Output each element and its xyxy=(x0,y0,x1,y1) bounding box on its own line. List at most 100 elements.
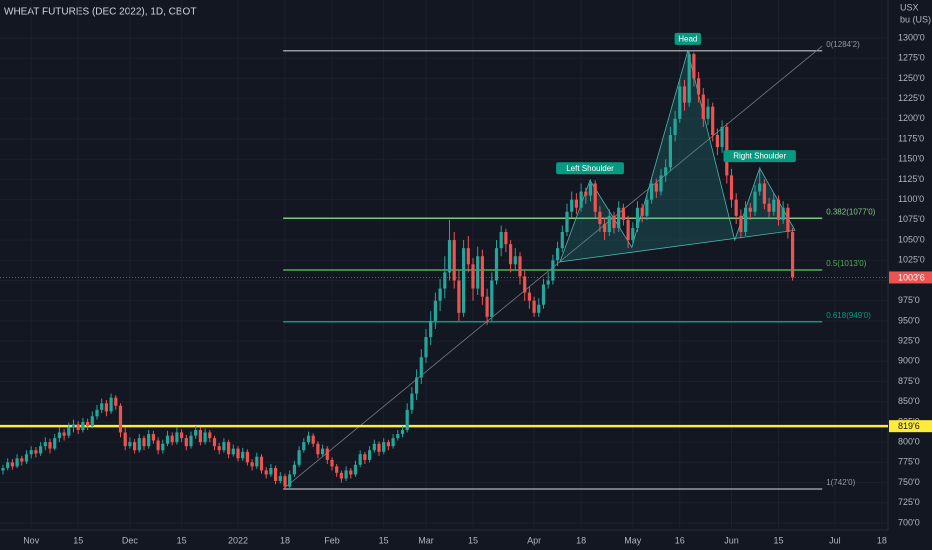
y-tick-label: 1200'0 xyxy=(898,113,925,123)
candle-body xyxy=(508,244,513,265)
candle-body xyxy=(743,207,748,232)
y-tick-label: 1275'0 xyxy=(898,53,925,63)
last-price-badge-label: 1003'6 xyxy=(898,272,925,282)
candle-body xyxy=(424,337,428,358)
x-tick-label: 18 xyxy=(877,535,887,545)
candle-body xyxy=(645,199,649,216)
candle-body xyxy=(429,320,433,338)
candle-body xyxy=(330,459,334,467)
y-tick-label: 1050'0 xyxy=(898,234,925,244)
candle-body xyxy=(419,357,423,378)
y-tick-label: 700'0 xyxy=(898,517,920,527)
y-tick-label: 750'0 xyxy=(898,477,920,487)
candle-body xyxy=(414,377,419,394)
candle-body xyxy=(701,94,705,119)
candle-body xyxy=(438,288,442,301)
candle-body xyxy=(649,183,654,200)
candle-body xyxy=(433,300,437,321)
fib-label: 0.5(1013'0) xyxy=(826,259,867,268)
candle-body xyxy=(443,272,447,289)
candle-body xyxy=(706,106,710,119)
candle-body xyxy=(602,223,607,232)
candle-body xyxy=(541,284,546,305)
x-tick-label: 15 xyxy=(73,535,83,545)
candle-body xyxy=(621,207,625,220)
y-tick-label: 850'0 xyxy=(898,396,920,406)
candle-body xyxy=(574,199,578,208)
candle-body xyxy=(217,446,221,451)
candle-body xyxy=(588,183,593,196)
x-tick-label: 16 xyxy=(675,535,685,545)
candle-body xyxy=(377,443,381,452)
x-tick-label: 15 xyxy=(177,535,187,545)
candle-body xyxy=(1,468,5,471)
candle-body xyxy=(400,430,405,435)
y-tick-label: 1075'0 xyxy=(898,214,925,224)
candle-body xyxy=(664,167,668,176)
candle-body xyxy=(208,432,212,439)
candle-body xyxy=(90,416,94,426)
candle-body xyxy=(790,231,795,278)
candle-body xyxy=(551,260,555,281)
candle-body xyxy=(137,438,141,451)
candle-body xyxy=(203,432,207,443)
candle-body xyxy=(696,78,701,95)
y-tick-label: 950'0 xyxy=(898,315,920,325)
candle-body xyxy=(513,256,517,265)
y-tick-label: 800'0 xyxy=(898,437,920,447)
candle-body xyxy=(682,86,687,103)
candle-body xyxy=(212,438,217,447)
y-tick-label: 925'0 xyxy=(898,335,920,345)
candle-body xyxy=(67,427,71,436)
candle-body xyxy=(546,280,550,285)
candle-body xyxy=(471,264,475,289)
y-tick-label: 1025'0 xyxy=(898,255,925,265)
candle-body xyxy=(311,435,315,444)
unit-label: USX xyxy=(900,2,919,12)
candle-body xyxy=(245,451,249,463)
candle-body xyxy=(372,443,376,451)
unit-label: bu (US) xyxy=(900,14,931,24)
candle-body xyxy=(382,442,386,452)
y-tick-label: 775'0 xyxy=(898,457,920,467)
y-tick-label: 1250'0 xyxy=(898,73,925,83)
candle-body xyxy=(758,183,762,192)
candle-body xyxy=(34,450,38,454)
candle-body xyxy=(231,448,235,455)
candle-body xyxy=(24,454,29,462)
candle-body xyxy=(729,175,734,200)
candle-body xyxy=(236,448,240,459)
candle-body xyxy=(640,207,644,216)
candle-body xyxy=(499,231,503,249)
candle-body xyxy=(363,454,367,460)
candle-body xyxy=(344,470,348,479)
candle-body xyxy=(259,456,264,471)
y-tick-label: 1150'0 xyxy=(898,154,924,164)
pattern-label: Left Shoulder xyxy=(566,164,614,173)
candle-body xyxy=(598,211,602,224)
candle-body xyxy=(654,183,658,192)
x-tick-label: 2022 xyxy=(228,535,248,545)
y-tick-label: 1175'0 xyxy=(898,133,924,143)
candle-body xyxy=(480,256,484,297)
candle-body xyxy=(537,304,541,313)
candle-body xyxy=(673,118,677,135)
candle-body xyxy=(48,442,52,449)
candle-body xyxy=(711,106,715,135)
candle-body xyxy=(316,443,320,455)
candle-body xyxy=(71,424,76,428)
candle-body xyxy=(170,435,174,443)
x-tick-label: Nov xyxy=(23,535,40,545)
candle-body xyxy=(118,405,123,433)
candle-body xyxy=(739,215,743,232)
candle-body xyxy=(527,292,531,301)
candle-body xyxy=(692,54,696,79)
candle-body xyxy=(626,219,630,241)
x-tick-label: Dec xyxy=(122,535,139,545)
candle-body xyxy=(198,430,202,443)
candle-body xyxy=(555,248,560,261)
support-badge-label: 819'6 xyxy=(898,421,920,431)
candle-body xyxy=(612,215,616,228)
candle-body xyxy=(485,296,489,317)
